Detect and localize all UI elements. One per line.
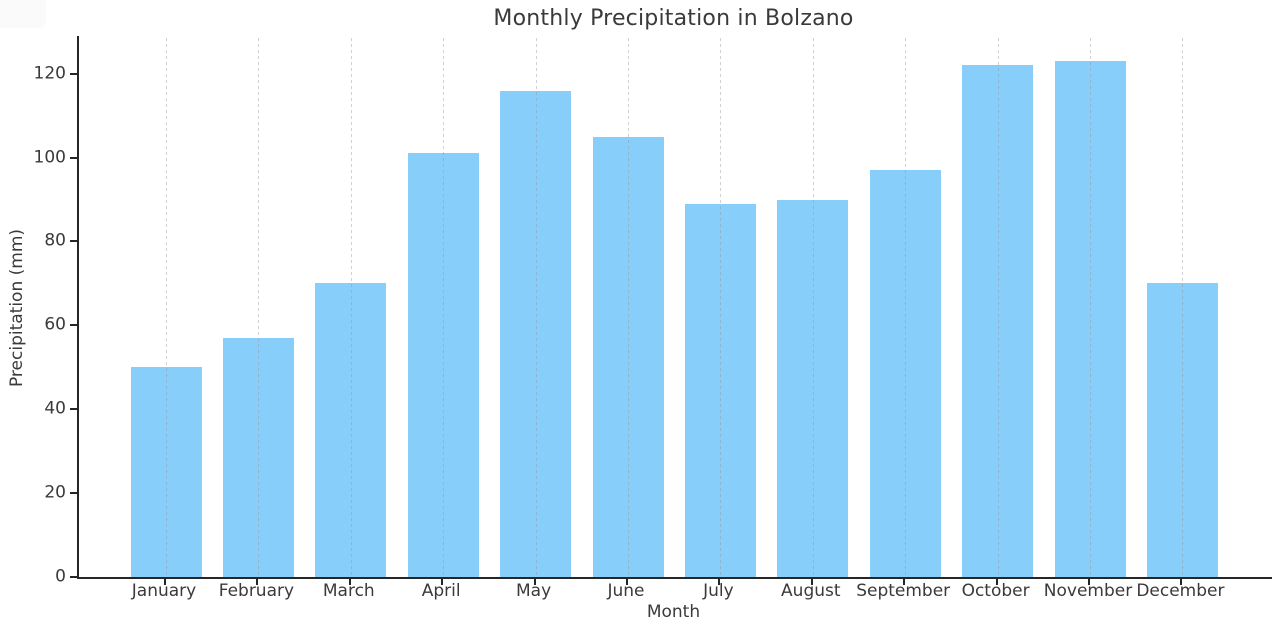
x-tick-mark-december	[1180, 579, 1183, 585]
x-tick-mark-november	[1088, 579, 1090, 585]
y-tick-mark-120	[70, 72, 77, 75]
y-tick-mark-20	[70, 492, 77, 495]
y-tick-label-20: 20	[44, 482, 66, 503]
y-tick-label-60: 60	[44, 314, 66, 335]
gridline-february	[258, 38, 260, 577]
bar-april	[407, 153, 479, 577]
bar-august	[777, 199, 849, 577]
chart-title: Monthly Precipitation in Bolzano	[493, 6, 854, 31]
y-tick-mark-0	[70, 576, 77, 578]
x-tick-label-march: March	[322, 581, 375, 601]
bar-february	[222, 337, 294, 577]
gridline-november	[1090, 38, 1091, 577]
x-tick-label-april: April	[421, 581, 461, 601]
gridline-july	[720, 38, 722, 577]
gridline-august	[812, 38, 814, 577]
x-tick-label-january: January	[131, 581, 197, 601]
x-tick-mark-july	[718, 579, 721, 585]
x-tick-label-july: July	[703, 581, 734, 601]
bar-september	[869, 170, 941, 577]
y-tick-label-0: 0	[55, 566, 66, 587]
bar-december	[1146, 283, 1218, 577]
y-tick-mark-40	[70, 408, 77, 411]
y-tick-mark-80	[70, 240, 77, 243]
x-tick-mark-february	[256, 579, 259, 585]
x-tick-mark-march	[348, 579, 351, 585]
y-tick-label-120: 120	[33, 63, 66, 84]
gridline-december	[1182, 38, 1184, 577]
x-tick-mark-august	[810, 579, 813, 585]
gridline-january	[166, 38, 167, 577]
window-corner-artifact	[0, 0, 46, 28]
x-tick-label-november: November	[1043, 581, 1133, 601]
bar-march	[315, 283, 387, 577]
x-tick-label-may: May	[516, 581, 552, 601]
y-tick-mark-60	[70, 324, 77, 327]
bar-july	[684, 203, 756, 577]
x-tick-mark-april	[441, 579, 444, 585]
plot-area	[77, 36, 1272, 579]
bar-october	[962, 65, 1034, 577]
x-tick-label-december: December	[1136, 581, 1225, 601]
x-tick-mark-may	[533, 579, 536, 585]
gridline-september	[905, 38, 907, 577]
y-tick-label-100: 100	[33, 147, 66, 168]
bar-november	[1054, 61, 1126, 577]
bar-january	[130, 367, 202, 577]
bar-june	[592, 136, 664, 577]
gridline-june	[628, 38, 629, 577]
x-tick-mark-october	[995, 579, 998, 585]
bar-may	[500, 90, 572, 577]
x-axis-label: Month	[646, 602, 701, 622]
gridline-april	[443, 38, 445, 577]
x-tick-mark-september	[903, 579, 906, 585]
x-tick-label-june: June	[607, 581, 645, 601]
x-tick-mark-january	[164, 579, 166, 585]
gridline-may	[535, 38, 537, 577]
y-tick-label-40: 40	[44, 398, 66, 419]
x-tick-label-october: October	[961, 581, 1030, 601]
x-tick-label-august: August	[781, 581, 841, 601]
y-tick-mark-100	[70, 156, 77, 159]
y-tick-label-80: 80	[44, 231, 66, 252]
x-tick-mark-june	[626, 579, 628, 585]
gridline-october	[997, 38, 999, 577]
x-tick-label-september: September	[856, 581, 951, 601]
x-tick-label-february: February	[218, 581, 295, 601]
gridline-march	[350, 38, 352, 577]
